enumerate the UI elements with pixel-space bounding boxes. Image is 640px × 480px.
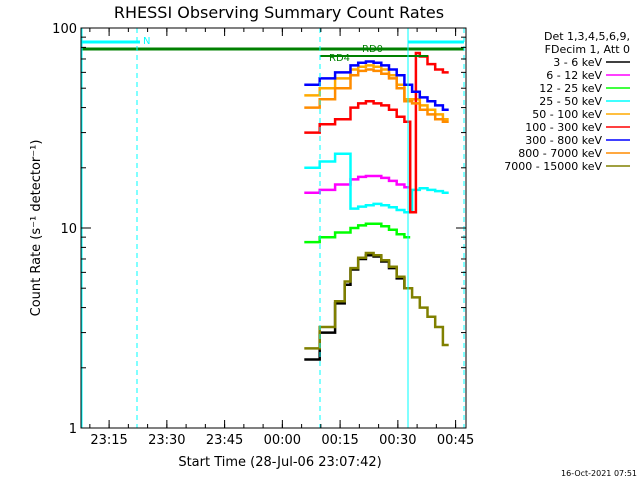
timestamp: 16-Oct-2021 07:51 xyxy=(561,469,637,478)
legend-label-4: 50 - 100 keV xyxy=(532,108,602,121)
series-line-7 xyxy=(304,68,449,123)
ticks-layer: 23:15 23:30 23:45 00:00 00:15 00:30 00:45 1 10 10… xyxy=(52,22,474,448)
legend-label-7: 800 - 7000 keV xyxy=(518,147,602,160)
legend-label-6: 300 - 800 keV xyxy=(525,134,602,147)
flag-n-label: N xyxy=(143,36,150,47)
x-tick-label: 00:15 xyxy=(321,433,358,448)
series-line-2 xyxy=(304,222,411,244)
series-line-3 xyxy=(304,152,449,214)
x-axis-label: Start Time (28-Jul-06 23:07:42) xyxy=(178,455,381,470)
chart-title: RHESSI Observing Summary Count Rates xyxy=(114,3,444,22)
x-tick-label: 00:00 xyxy=(264,433,301,448)
annotation-layer: N RD4 RD0 xyxy=(81,28,465,428)
series-line-8 xyxy=(304,251,449,350)
legend-label-2: 12 - 25 keV xyxy=(539,82,602,95)
legend-label-8: 7000 - 15000 keV xyxy=(504,160,602,173)
x-tick-label: 00:30 xyxy=(379,433,416,448)
legend-label-3: 25 - 50 keV xyxy=(539,95,602,108)
flag-rd0-label: RD0 xyxy=(362,44,383,55)
series-layer xyxy=(304,51,449,361)
x-tick-label: 23:15 xyxy=(90,433,127,448)
x-tick-label: 23:45 xyxy=(206,433,243,448)
legend: Det 1,3,4,5,6,9, FDecim 1, Att 0 3 - 6 k… xyxy=(504,30,630,173)
legend-label-0: 3 - 6 keV xyxy=(553,56,602,69)
flag-rd4-label: RD4 xyxy=(329,53,350,64)
legend-header-line-1: Det 1,3,4,5,6,9, xyxy=(544,30,630,43)
y-axis-label: Count Rate (s⁻¹ detector⁻¹) xyxy=(29,140,44,317)
legend-label-5: 100 - 300 keV xyxy=(525,121,602,134)
legend-label-1: 6 - 12 keV xyxy=(546,69,602,82)
y-tick-label: 100 xyxy=(52,22,77,37)
x-tick-label: 23:30 xyxy=(148,433,185,448)
y-tick-label: 10 xyxy=(60,222,77,237)
legend-header-line-2: FDecim 1, Att 0 xyxy=(545,43,630,56)
y-tick-label: 1 xyxy=(69,422,77,437)
series-line-1 xyxy=(304,174,411,195)
series-line-5 xyxy=(304,51,449,214)
x-tick-label: 00:45 xyxy=(437,433,474,448)
series-line-6 xyxy=(304,60,449,112)
